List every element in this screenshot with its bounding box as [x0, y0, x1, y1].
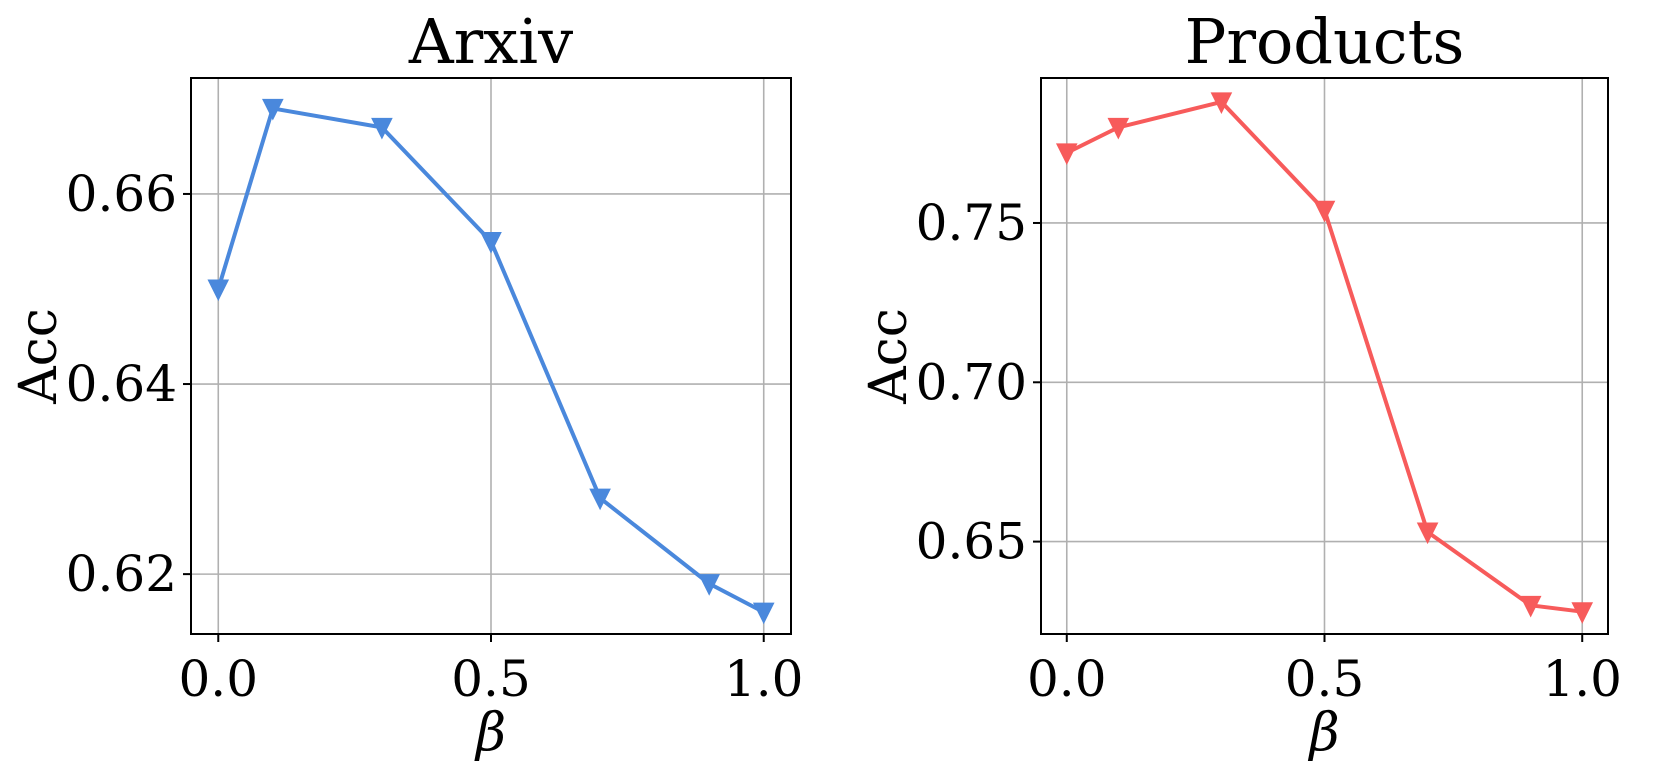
- y-tick-label: 0.65: [916, 513, 1027, 571]
- data-point-marker: [207, 279, 230, 302]
- data-point-marker: [1519, 595, 1542, 618]
- data-point-marker: [1313, 200, 1336, 223]
- x-tick-label: 0.0: [179, 650, 259, 708]
- data-point-marker: [589, 488, 611, 511]
- x-tick-label: 0.0: [1027, 650, 1107, 708]
- x-tick-label: 0.5: [451, 650, 531, 708]
- data-point-marker: [1416, 522, 1439, 545]
- chart-title: Products: [1185, 5, 1465, 78]
- y-tick-label: 0.64: [66, 355, 177, 413]
- data-point-marker: [1210, 92, 1233, 115]
- y-tick-label: 0.66: [66, 165, 177, 223]
- x-axis-label: β: [474, 703, 506, 763]
- y-axis-label: Acc: [859, 308, 919, 405]
- x-tick-label: 1.0: [1542, 650, 1622, 708]
- x-tick-label: 0.5: [1285, 650, 1365, 708]
- data-point-marker: [752, 602, 775, 625]
- data-point-marker: [480, 231, 502, 254]
- x-axis-label: β: [1307, 703, 1339, 763]
- data-point-marker: [1571, 602, 1594, 624]
- data-point-marker: [371, 117, 393, 140]
- y-tick-label: 0.75: [916, 194, 1027, 252]
- data-point-marker: [1107, 117, 1130, 140]
- y-tick-label: 0.62: [66, 545, 177, 603]
- data-point-marker: [698, 574, 720, 596]
- x-tick-label: 1.0: [724, 650, 804, 708]
- chart-arxiv: 0.0 0.5 1.0 0.62 0.64 0.66 Arxiv β Acc: [9, 5, 803, 763]
- data-point-marker: [1055, 143, 1078, 165]
- chart-products: 0.0 0.5 1.0 0.65 0.70 0.75 Products β Acc: [859, 5, 1622, 763]
- y-tick-label: 0.70: [916, 353, 1027, 411]
- y-axis-label: Acc: [9, 308, 69, 405]
- chart-title: Arxiv: [408, 5, 573, 78]
- data-point-marker: [262, 98, 284, 121]
